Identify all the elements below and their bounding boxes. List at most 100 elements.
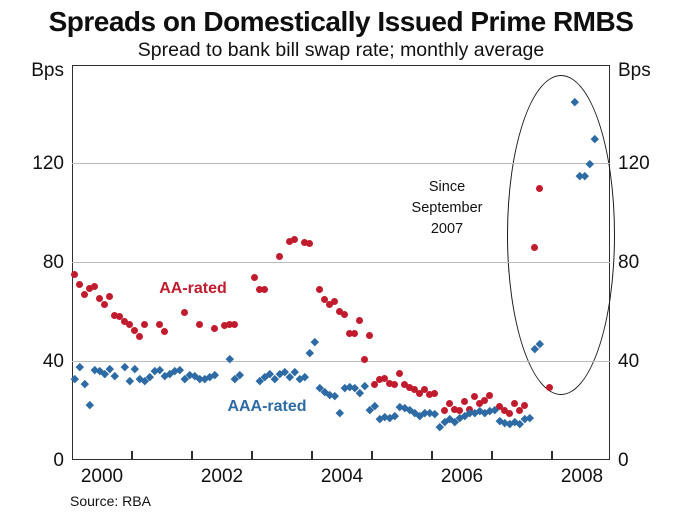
y-axis-unit-right: Bps — [618, 60, 651, 81]
data-point-aa — [96, 294, 103, 302]
data-point-aa — [116, 313, 123, 321]
annotation-line-2: September — [411, 200, 483, 216]
gridline-80 — [72, 261, 610, 263]
data-point-aa — [416, 389, 423, 397]
data-point-aa — [336, 308, 343, 316]
gridline-40 — [72, 360, 610, 362]
data-point-aa — [111, 311, 118, 319]
data-point-aa — [411, 386, 418, 394]
annotation-text: Since September 2007 — [412, 177, 483, 240]
data-point-aa — [371, 381, 378, 389]
x-tick-2005 — [371, 451, 373, 459]
data-point-aa — [286, 237, 293, 245]
data-point-aa — [341, 310, 348, 318]
data-point-aa — [181, 309, 188, 317]
x-tick-2003 — [251, 451, 253, 459]
data-point-aa — [136, 332, 143, 340]
data-point-aa — [71, 271, 78, 279]
data-point-aa — [126, 320, 133, 328]
data-point-aa — [156, 320, 163, 328]
data-point-aa — [81, 290, 88, 298]
data-point-aa — [131, 326, 138, 334]
x-tick-2007 — [491, 451, 493, 459]
source-note: Source: RBA — [70, 493, 151, 509]
data-point-aa — [256, 285, 263, 293]
series-label-aaa: AAA-rated — [227, 398, 307, 415]
data-point-aa — [441, 407, 448, 415]
data-point-aa — [531, 243, 538, 251]
data-point-aa — [196, 320, 203, 328]
y-tick-label-left-80: 80 — [42, 251, 64, 273]
data-point-aa — [536, 184, 543, 192]
x-tick-2001 — [131, 451, 133, 459]
data-point-aa — [451, 405, 458, 413]
data-point-aa — [506, 409, 513, 417]
y-axis-unit-left: Bps — [31, 60, 64, 81]
data-point-aa — [291, 236, 298, 244]
data-point-aa — [511, 399, 518, 407]
data-point-aa — [381, 374, 388, 382]
data-point-aa — [396, 369, 403, 377]
x-year-label-2006: 2006 — [440, 466, 484, 487]
data-point-aa — [426, 390, 433, 398]
series-label-aa: AA-rated — [159, 280, 227, 297]
data-point-aa — [321, 295, 328, 303]
data-point-aa — [231, 320, 238, 328]
data-point-aa — [301, 238, 308, 246]
y-tick-label-right-80: 80 — [618, 251, 640, 273]
data-point-aa — [251, 273, 258, 281]
data-point-aa — [376, 376, 383, 384]
data-point-aa — [261, 285, 268, 293]
data-point-aa — [476, 399, 483, 407]
data-point-aa — [546, 383, 553, 391]
data-point-aa — [471, 393, 478, 401]
data-point-aa — [521, 402, 528, 410]
data-point-aa — [391, 381, 398, 389]
data-point-aa — [351, 330, 358, 338]
x-tick-2002 — [191, 451, 193, 459]
x-year-label-2004: 2004 — [320, 466, 364, 487]
data-point-aa — [306, 240, 313, 248]
data-point-aa — [401, 381, 408, 389]
data-point-aa — [421, 386, 428, 394]
data-point-aa — [76, 280, 83, 288]
x-year-label-2002: 2002 — [200, 466, 244, 487]
gridline-120 — [72, 162, 610, 164]
data-point-aa — [456, 407, 463, 415]
data-point-aa — [226, 320, 233, 328]
data-point-aa — [141, 320, 148, 328]
data-point-aa — [101, 300, 108, 308]
data-point-aa — [356, 316, 363, 324]
annotation-line-3: 2007 — [430, 221, 464, 237]
y-tick-label-right-0: 0 — [618, 449, 629, 471]
annotation-ellipse — [507, 75, 615, 395]
chart-subtitle: Spread to bank bill swap rate; monthly a… — [137, 39, 545, 61]
annotation-line-1: Since — [428, 179, 466, 195]
data-point-aa — [431, 389, 438, 397]
data-point-aa — [496, 403, 503, 411]
chart-title: Spreads on Domestically Issued Prime RMB… — [48, 6, 634, 37]
y-tick-label-right-40: 40 — [618, 350, 640, 372]
y-tick-label-left-40: 40 — [42, 350, 64, 372]
data-point-aa — [486, 392, 493, 400]
x-year-label-2008: 2008 — [560, 466, 604, 487]
data-point-aa — [481, 397, 488, 405]
data-point-aa — [461, 398, 468, 406]
data-point-aa — [346, 330, 353, 338]
x-tick-2004 — [311, 451, 313, 459]
data-point-aa — [366, 331, 373, 339]
data-point-aa — [211, 325, 218, 333]
data-point-aa — [446, 399, 453, 407]
y-tick-label-left-120: 120 — [32, 152, 64, 174]
data-point-aa — [386, 379, 393, 387]
data-point-aa — [106, 293, 113, 301]
data-point-aa — [86, 284, 93, 292]
data-point-aa — [121, 318, 128, 326]
data-point-aa — [91, 283, 98, 291]
data-point-aa — [316, 285, 323, 293]
data-point-aa — [326, 300, 333, 308]
x-tick-2008 — [551, 451, 553, 459]
x-tick-2006 — [431, 451, 433, 459]
data-point-aa — [516, 407, 523, 415]
